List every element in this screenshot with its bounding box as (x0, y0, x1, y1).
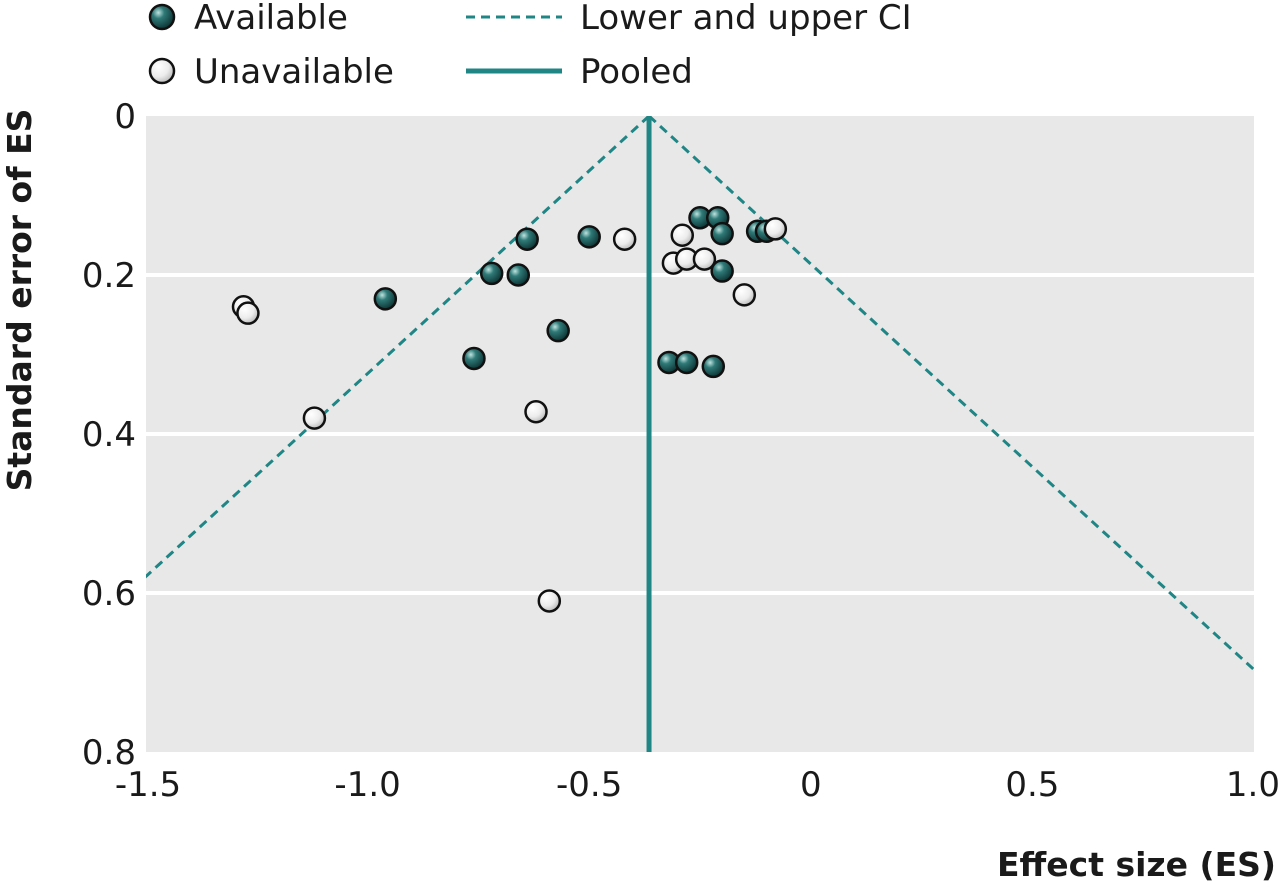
legend-label-unavailable: Unavailable (194, 52, 394, 92)
unavailable-point-2 (302, 406, 327, 430)
unavailable-point-4 (537, 589, 562, 613)
available-point-2 (479, 261, 504, 286)
available-point-13 (710, 259, 734, 283)
unavailable-point-1 (236, 301, 260, 325)
legend-marker-available (148, 3, 176, 31)
available-point-3 (506, 263, 531, 287)
x-tick-label: 0.5 (1005, 765, 1059, 805)
unavailable-point-6 (670, 223, 695, 247)
x-tick-label: 1.0 (1226, 765, 1280, 805)
available-point-0 (373, 287, 398, 311)
x-tick-label: -0.5 (556, 765, 622, 805)
x-axis-title: Effect size (ES) (997, 845, 1276, 884)
y-tick-label: 0.6 (82, 574, 136, 614)
unavailable-point-10 (732, 283, 757, 307)
available-point-6 (577, 225, 601, 249)
available-point-8 (674, 350, 699, 375)
y-tick-label: 0 (114, 97, 136, 137)
legend-label-pooled: Pooled (580, 52, 693, 92)
x-axis-tick-labels: -1.5 -1.0 -0.5 0 0.5 1.0 (115, 765, 1280, 805)
y-axis-title: Standard error of ES (0, 109, 39, 492)
unavailable-point-9 (692, 247, 717, 271)
x-axis-ticks (365, 752, 1035, 761)
y-tick-label: 0.4 (82, 415, 136, 455)
legend-label-ci: Lower and upper CI (580, 0, 912, 38)
x-tick-label: -1.5 (115, 765, 181, 805)
ci-lower-line (146, 116, 651, 579)
available-point-4 (515, 227, 539, 251)
available-point-5 (546, 318, 570, 343)
data-points (231, 206, 788, 613)
x-tick-label: -1.0 (334, 765, 400, 805)
unavailable-point-11 (763, 217, 788, 241)
y-tick-label: 0.2 (82, 256, 136, 296)
y-axis-tick-labels: 0 0.2 0.4 0.6 0.8 (82, 97, 136, 773)
y-tick-label: 0.8 (82, 733, 136, 773)
available-point-12 (710, 221, 734, 246)
unavailable-point-5 (612, 227, 637, 251)
available-point-9 (701, 354, 726, 379)
legend-marker-unavailable (148, 57, 176, 85)
x-tick-label: 0 (800, 765, 822, 805)
legend-label-available: Available (194, 0, 348, 38)
legend: Available Unavailable Lower and upper CI… (148, 0, 912, 92)
gridlines (146, 273, 1254, 595)
available-point-1 (462, 346, 486, 371)
unavailable-point-3 (524, 399, 548, 424)
